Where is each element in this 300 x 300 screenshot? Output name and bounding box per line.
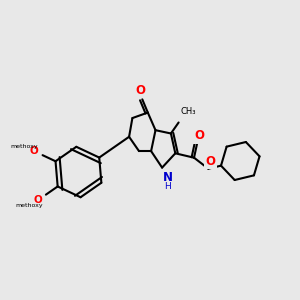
Text: O: O: [29, 146, 38, 156]
Text: N: N: [163, 171, 172, 184]
Text: methoxy: methoxy: [16, 203, 44, 208]
Text: CH₃: CH₃: [181, 107, 196, 116]
Text: methoxy: methoxy: [11, 144, 38, 149]
Text: O: O: [194, 129, 205, 142]
Text: O: O: [135, 84, 145, 97]
Text: O: O: [33, 195, 42, 205]
Text: O: O: [206, 154, 215, 167]
Text: H: H: [164, 182, 171, 191]
